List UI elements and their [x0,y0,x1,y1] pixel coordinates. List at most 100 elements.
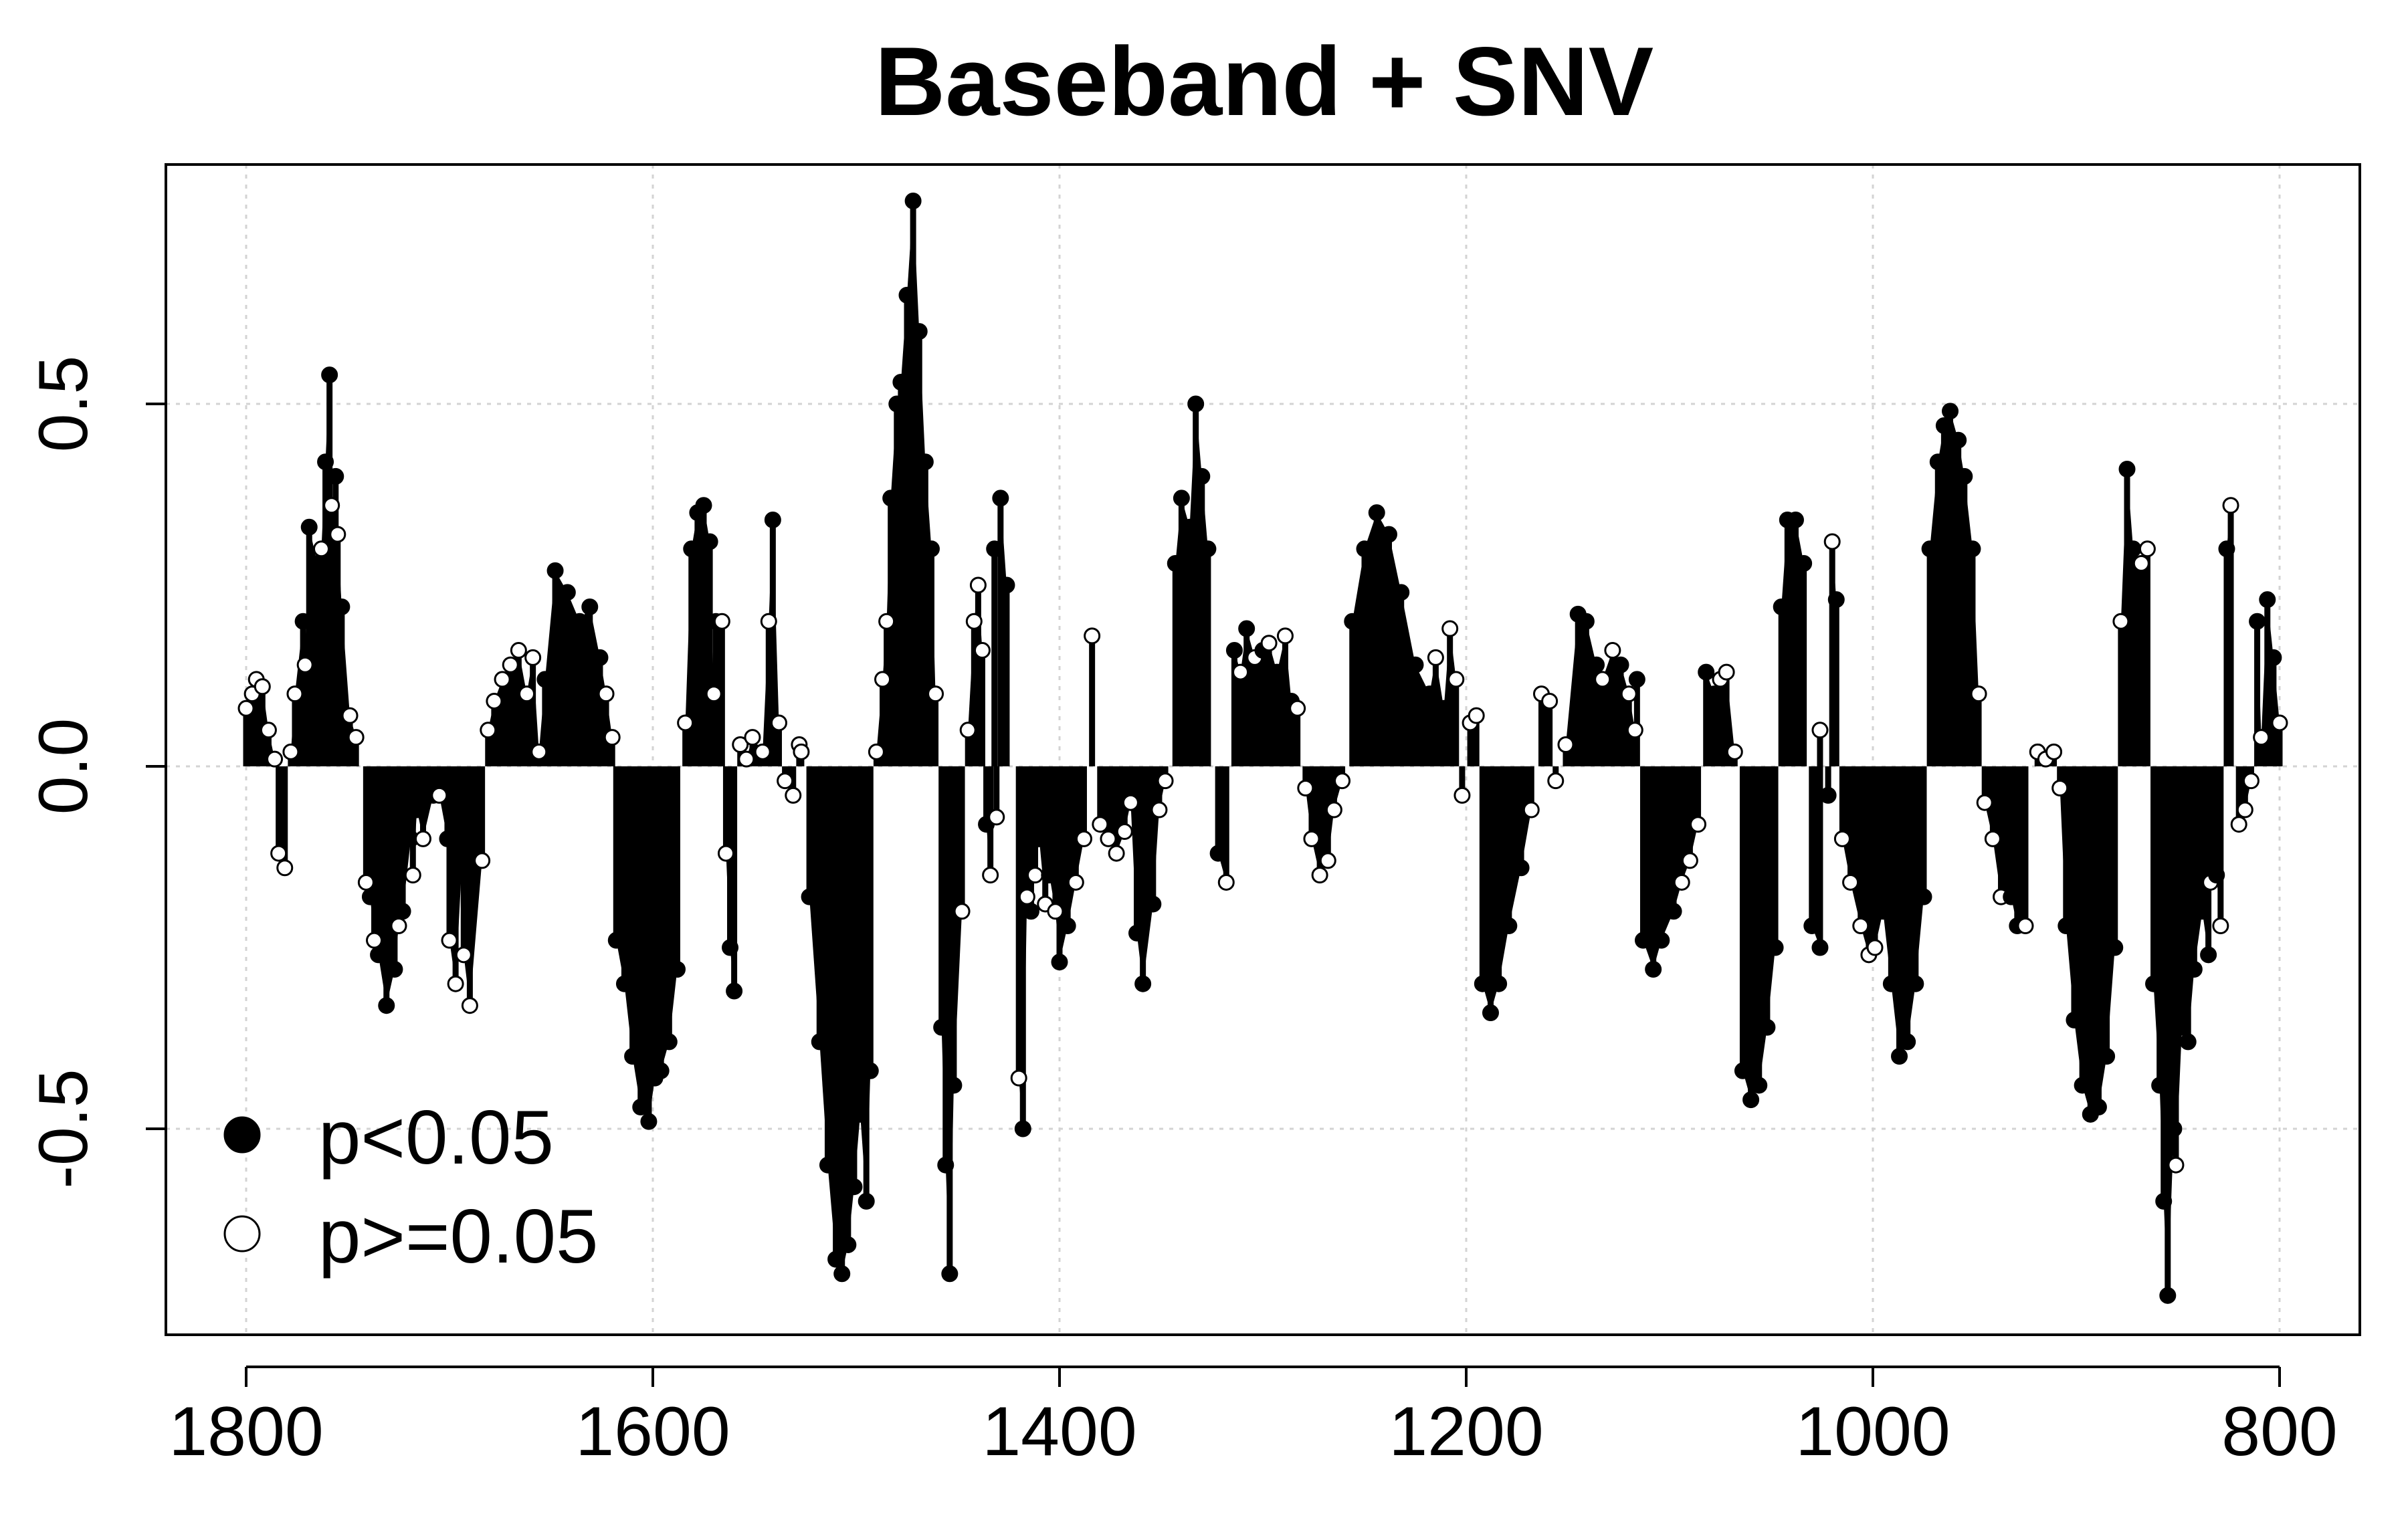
point-not-significant [738,750,755,768]
bar-fill [2141,548,2148,766]
bar-fill [1130,766,1137,934]
point-not-significant [717,845,734,862]
bar-fill [1868,766,1876,955]
bar-fill [1565,614,1579,766]
point-significant [1819,786,1837,804]
point-not-significant [1441,620,1459,637]
bar-fill [978,585,983,766]
point-significant [1891,1048,1908,1065]
point-significant [1698,663,1715,681]
point-significant [1022,903,1039,920]
point-not-significant [447,975,464,992]
bar-fill [710,541,714,766]
point-not-significant [959,722,977,739]
bar-fill [819,766,828,1166]
bar-fill [413,766,417,875]
bar-fill [669,766,678,1042]
point-not-significant [286,685,304,703]
point-significant [632,1098,649,1115]
point-significant [1588,656,1605,673]
point-significant [370,946,387,964]
bar-fill [1690,766,1698,861]
point-significant [1956,467,1973,485]
point-not-significant [1232,663,1249,681]
y-axis: -0.5 0.0 0.5 [25,356,167,1189]
point-not-significant [312,540,330,558]
point-significant [386,961,403,978]
point-significant [1874,903,1892,920]
point-not-significant [1311,867,1328,884]
point-significant [1935,417,1952,435]
bar-fill [1189,404,1196,766]
point-not-significant [1084,627,1101,645]
point-not-significant [1557,736,1575,753]
bar-fill [1811,766,1820,948]
point-significant [1882,975,1900,992]
bar-fill [1023,766,1027,1129]
bar-fill [1643,766,1653,970]
point-not-significant [474,852,491,869]
bar-fill [1311,766,1320,875]
point-significant [1950,431,1967,449]
bar-fill [1653,766,1662,970]
point-not-significant [1626,722,1643,739]
point-significant [2074,1077,2091,1094]
point-not-significant [431,786,448,804]
point-significant [2193,903,2211,920]
bar-fill [2202,766,2209,955]
bar-fill [386,766,395,1006]
point-not-significant [347,729,365,746]
chart-title: Baseband + SNV [875,27,1653,136]
bar-fill [1875,766,1884,948]
point-not-significant [713,613,730,630]
bar-fill [2273,657,2280,766]
bar-fill [1019,766,1023,1129]
point-not-significant [744,729,761,746]
point-not-significant [1690,816,1707,833]
bar-fill [305,527,310,766]
bar-fill [1415,665,1430,766]
point-significant [1929,453,1946,471]
bar-fill [1899,766,1908,1057]
point-significant [933,1018,950,1036]
point-significant [408,801,425,819]
bar-fill [2098,766,2107,1107]
point-significant [862,1062,879,1079]
point-not-significant [1522,801,1540,819]
point-significant [1490,975,1508,992]
point-not-significant [1984,830,2001,847]
legend: p<0.05 p>=0.05 [223,1095,598,1279]
point-not-significant [1427,649,1444,666]
point-not-significant [254,678,271,695]
bar-fill [370,766,375,941]
point-significant [378,997,395,1014]
bar-fill [1305,766,1312,839]
point-not-significant [1334,772,1351,790]
bar-fill [691,512,698,766]
point-significant [1474,975,1491,992]
point-not-significant [1833,830,1851,847]
point-not-significant [777,772,794,790]
point-not-significant [1116,823,1133,841]
bar-fill [841,766,848,1274]
point-not-significant [1122,794,1139,811]
point-significant [904,192,922,209]
point-significant [1767,939,1784,956]
bar-fill [1726,672,1735,766]
point-significant [1187,395,1205,413]
bar-fill [1883,766,1892,984]
bar-fill [510,650,519,766]
point-significant [453,859,470,877]
point-not-significant [1157,772,1174,790]
point-not-significant [1325,801,1342,819]
point-significant [652,1062,670,1079]
point-not-significant [2017,917,2034,934]
point-significant [839,1236,857,1253]
bar-fill [2082,766,2091,1115]
bar-fill [2106,766,2115,1057]
point-significant [591,649,609,666]
bar-fill [1891,766,1900,1057]
point-not-significant [2271,714,2288,732]
bar-fill [502,665,511,766]
point-significant [1942,403,1959,420]
